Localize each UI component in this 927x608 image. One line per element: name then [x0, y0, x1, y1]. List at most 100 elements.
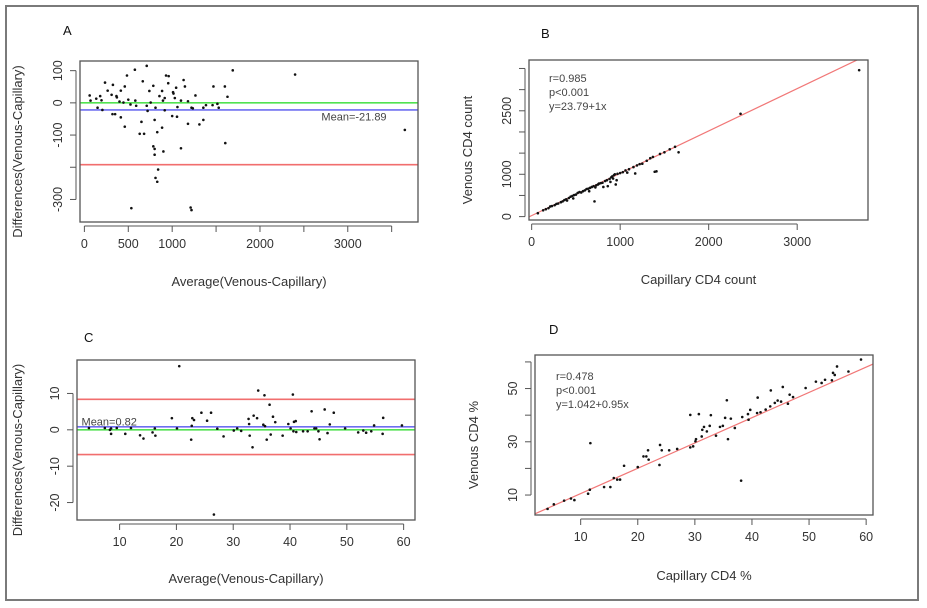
data-point — [268, 403, 271, 407]
x-tick-label: 3000 — [334, 237, 362, 251]
data-point — [618, 478, 622, 481]
x-tick-label: 40 — [283, 535, 297, 549]
data-point — [700, 435, 704, 438]
data-point — [134, 99, 137, 102]
data-point — [550, 204, 554, 208]
data-point — [773, 401, 777, 405]
data-point — [190, 424, 194, 428]
x-tick-label: 20 — [169, 535, 183, 549]
plot-box — [534, 354, 874, 516]
data-point — [541, 208, 545, 212]
data-point — [786, 402, 790, 406]
data-point — [697, 412, 701, 416]
stat-annotation: p<0.001 — [549, 87, 589, 99]
data-point — [668, 148, 672, 151]
data-point — [134, 104, 138, 108]
data-point — [153, 153, 156, 157]
data-point — [164, 74, 168, 77]
data-point — [694, 439, 697, 443]
figure-frame — [5, 5, 919, 601]
data-point — [589, 441, 592, 445]
data-point — [248, 434, 251, 437]
data-point — [146, 109, 149, 113]
data-point — [123, 85, 127, 88]
plot-box — [528, 59, 869, 221]
data-point — [759, 410, 762, 414]
data-point — [569, 497, 573, 500]
data-point — [263, 424, 267, 428]
data-point — [705, 430, 709, 433]
data-point — [160, 126, 164, 129]
data-point — [160, 89, 164, 93]
y-tick-label: 0 — [51, 99, 65, 106]
panel-d: D 10 20 30 40 50 60 10 30 50 Capillary CD4 % Venous… — [466, 322, 874, 583]
data-point — [562, 499, 566, 502]
data-point — [301, 429, 305, 433]
data-point — [677, 150, 680, 154]
data-point — [779, 400, 783, 403]
data-point — [89, 99, 92, 102]
y-axis-title: Venous CD4 % — [466, 400, 481, 489]
data-point — [691, 445, 695, 448]
data-point — [602, 185, 605, 189]
data-point — [781, 385, 785, 389]
data-point — [587, 189, 591, 193]
data-point — [138, 433, 142, 437]
data-point — [129, 103, 132, 106]
data-point — [556, 202, 560, 205]
data-point — [106, 89, 109, 92]
data-point — [615, 478, 619, 481]
data-point — [111, 83, 115, 87]
data-point — [573, 498, 576, 502]
data-point — [323, 408, 326, 411]
data-point — [655, 170, 658, 173]
data-point — [154, 434, 157, 437]
panel-c: C 10 20 30 40 50 60 10 0 -10 -20 Average(Venous-Cap… — [10, 330, 416, 586]
data-point — [294, 419, 298, 423]
data-point — [636, 465, 640, 469]
data-point — [273, 420, 277, 424]
data-point — [212, 513, 216, 516]
data-point — [403, 128, 407, 132]
data-point — [739, 112, 742, 116]
x-tick-label: 20 — [631, 530, 645, 544]
data-point — [265, 438, 269, 441]
data-point — [141, 79, 145, 83]
data-point — [182, 78, 185, 82]
data-point — [723, 416, 727, 420]
data-point — [148, 89, 151, 93]
data-point — [269, 433, 273, 436]
data-point — [740, 415, 744, 419]
data-point — [111, 112, 114, 116]
x-tick-label: 30 — [226, 535, 240, 549]
data-point — [142, 437, 145, 440]
y-tick-label: -20 — [48, 493, 62, 511]
x-tick-label: 60 — [397, 535, 411, 549]
data-point — [618, 171, 622, 175]
data-point — [194, 94, 197, 97]
data-point — [748, 408, 752, 412]
data-point — [162, 150, 165, 153]
data-point — [306, 429, 309, 433]
data-point — [153, 118, 156, 122]
data-point — [606, 184, 610, 188]
data-point — [605, 178, 609, 182]
data-point — [565, 199, 569, 202]
stat-annotation: r=0.478 — [556, 371, 594, 383]
data-point — [252, 414, 255, 417]
x-axis-title: Average(Venous-Capillary) — [171, 274, 326, 289]
data-point — [172, 92, 175, 95]
regression-line — [535, 363, 873, 515]
data-point — [154, 176, 157, 180]
data-point — [739, 479, 743, 482]
mean-annotation: Mean=0.82 — [82, 416, 137, 428]
x-tick-label: 10 — [113, 535, 127, 549]
data-point — [614, 183, 618, 186]
data-point — [125, 74, 129, 77]
data-point — [202, 106, 205, 109]
data-point — [149, 101, 152, 104]
data-point — [156, 168, 160, 171]
data-point — [191, 107, 195, 110]
data-point — [645, 455, 648, 458]
data-point — [98, 94, 102, 98]
